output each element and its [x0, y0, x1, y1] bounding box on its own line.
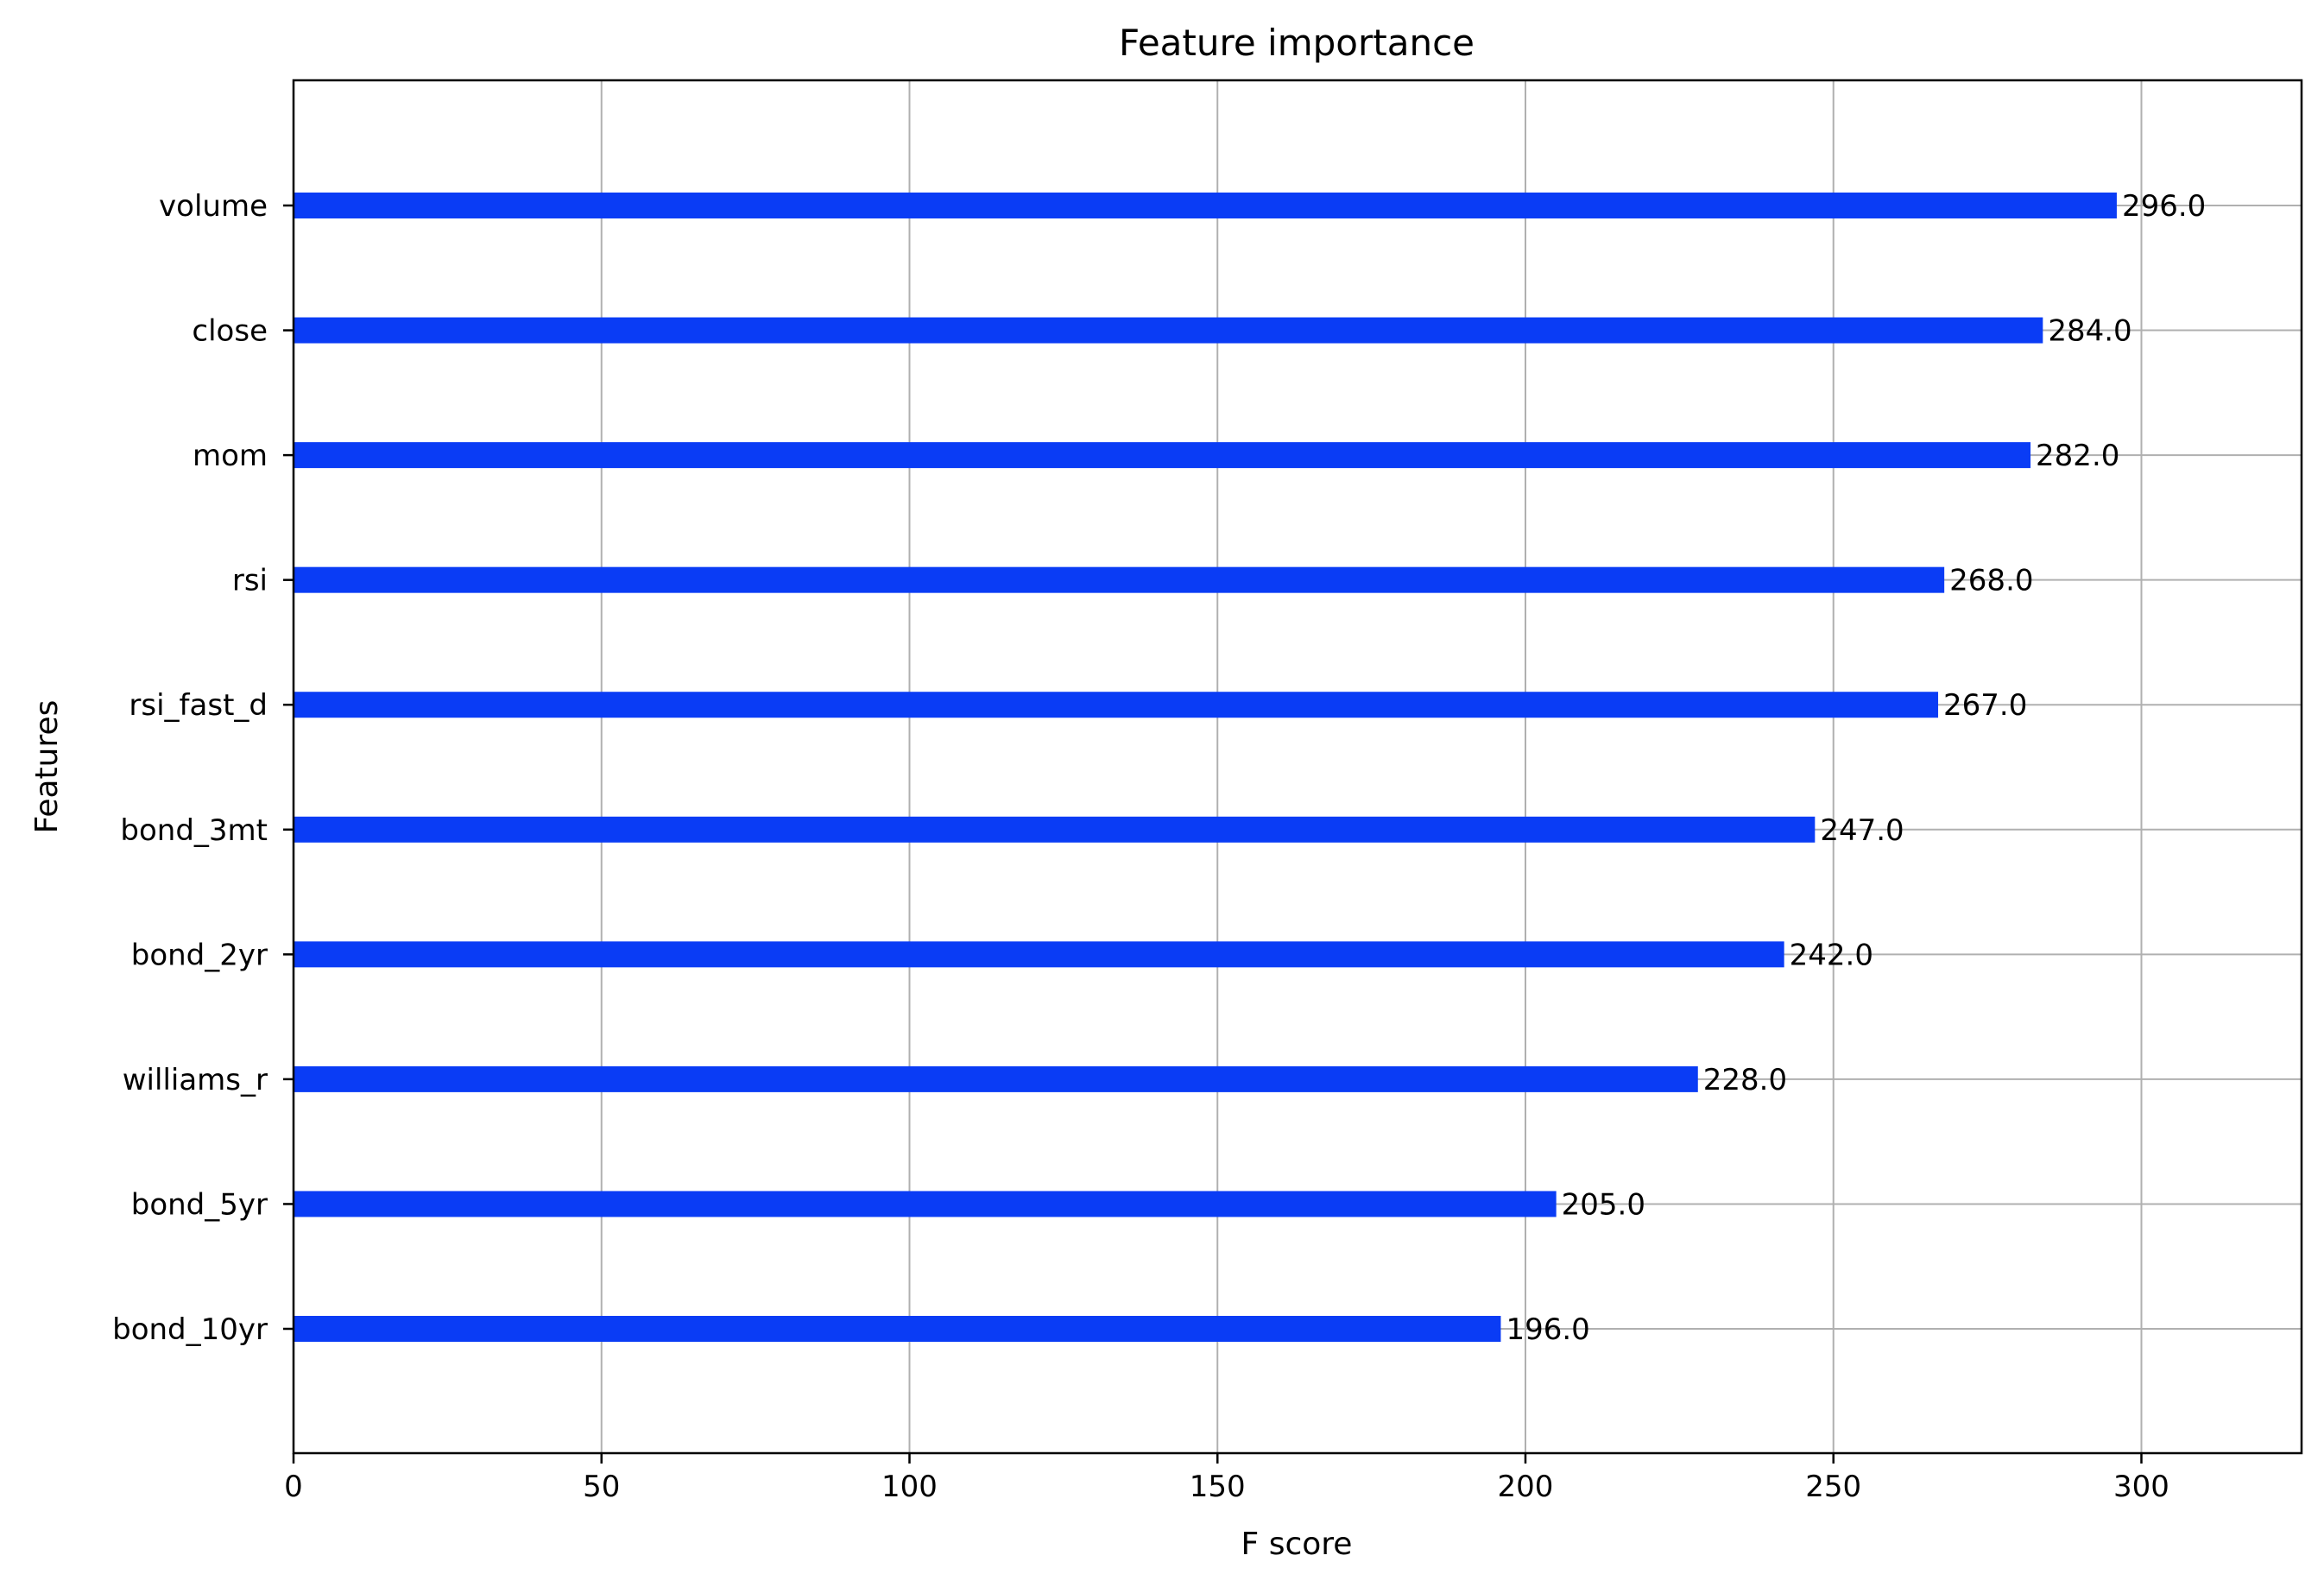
y-tick-label: mom — [193, 439, 268, 473]
bar-rsi_fast_d — [294, 692, 1939, 718]
y-tick-label: rsi — [232, 564, 268, 598]
grid-lines — [293, 80, 2302, 1453]
value-label: 196.0 — [1506, 1312, 1589, 1347]
y-tick-label: bond_5yr — [131, 1187, 268, 1222]
bar-bond_5yr — [294, 1191, 1557, 1217]
y-tick-label: close — [192, 314, 268, 349]
x-tick-label: 150 — [1190, 1470, 1246, 1504]
bar-bond_10yr — [294, 1316, 1501, 1342]
bar-bond_3mt — [294, 816, 1816, 843]
y-tick-label: rsi_fast_d — [129, 688, 268, 723]
value-label: 267.0 — [1943, 688, 2027, 723]
bar-rsi — [294, 566, 1945, 593]
y-tick-label: bond_2yr — [131, 938, 268, 972]
x-tick-label: 200 — [1498, 1470, 1554, 1504]
chart-title: Feature importance — [1119, 22, 1475, 64]
value-label: 247.0 — [1820, 813, 1904, 848]
bars — [294, 193, 2117, 1342]
x-tick-label: 0 — [284, 1470, 303, 1504]
value-labels: 296.0 284.0 282.0 268.0 267.0 247.0 242.0 228.0… — [1506, 189, 2206, 1347]
y-tick-label: williams_r — [123, 1063, 268, 1097]
value-label: 205.0 — [1562, 1187, 1645, 1222]
x-axis-title: F score — [1241, 1527, 1353, 1562]
y-tick-label: bond_3mt — [120, 813, 268, 848]
value-label: 242.0 — [1790, 938, 1873, 972]
y-axis-title: Features — [29, 700, 65, 834]
plot-frame — [292, 79, 2303, 1455]
value-label: 228.0 — [1703, 1063, 1787, 1097]
x-tick-label: 250 — [1805, 1470, 1861, 1504]
value-label: 282.0 — [2036, 439, 2119, 473]
bar-close — [294, 317, 2043, 344]
bar-bond_2yr — [294, 941, 1784, 968]
x-axis-ticks: 0 50 100 150 200 250 300 — [284, 1453, 2169, 1504]
value-label: 284.0 — [2048, 314, 2131, 349]
y-tick-label: volume — [159, 189, 268, 224]
y-tick-label: bond_10yr — [112, 1312, 268, 1347]
x-tick-label: 300 — [2113, 1470, 2169, 1504]
bar-williams_r — [294, 1065, 1698, 1092]
x-tick-label: 50 — [583, 1470, 620, 1504]
value-label: 296.0 — [2122, 189, 2206, 224]
value-label: 268.0 — [1949, 564, 2033, 598]
bar-mom — [294, 442, 2031, 469]
bar-volume — [294, 193, 2117, 218]
x-tick-label: 100 — [881, 1470, 938, 1504]
y-axis-ticks: volume close mom rsi rsi_fast_d bond_3mt bond_… — [112, 189, 294, 1347]
